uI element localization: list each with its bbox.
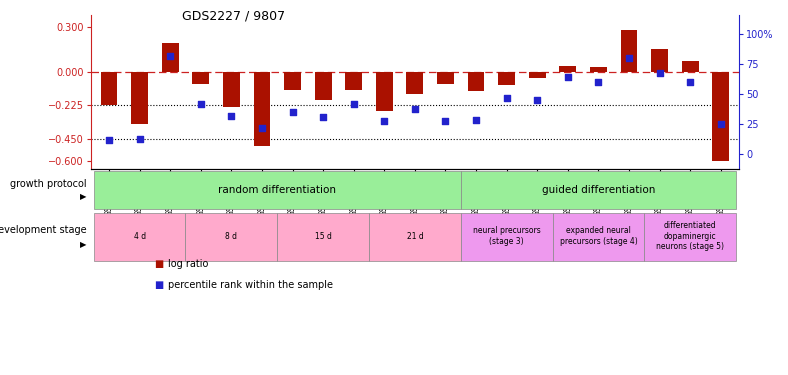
Bar <box>682 61 699 72</box>
Bar <box>131 72 148 124</box>
Bar <box>498 72 515 85</box>
Text: GDS2227 / 9807: GDS2227 / 9807 <box>182 9 284 22</box>
Point <box>408 106 421 112</box>
Bar <box>461 213 552 261</box>
Bar <box>559 66 576 72</box>
Bar <box>94 171 461 209</box>
Bar <box>461 171 736 209</box>
Bar <box>407 72 423 94</box>
Bar <box>254 72 270 146</box>
Bar <box>101 72 117 105</box>
Bar <box>552 213 645 261</box>
Point <box>164 53 177 59</box>
Text: neural precursors
(stage 3): neural precursors (stage 3) <box>473 226 541 246</box>
Bar <box>94 213 185 261</box>
Bar <box>467 72 485 91</box>
Point <box>684 79 697 85</box>
Bar <box>651 50 668 72</box>
Point <box>592 79 604 85</box>
Text: ■: ■ <box>154 260 163 269</box>
Bar <box>369 213 461 261</box>
Point <box>255 125 268 131</box>
Bar <box>376 72 392 111</box>
Point <box>439 118 452 124</box>
Bar <box>345 72 362 90</box>
Text: log ratio: log ratio <box>168 260 208 269</box>
Text: ■: ■ <box>154 280 163 290</box>
Text: expanded neural
precursors (stage 4): expanded neural precursors (stage 4) <box>559 226 637 246</box>
Point <box>286 109 299 115</box>
Bar <box>712 72 729 161</box>
Point <box>348 101 360 107</box>
Bar <box>223 72 240 107</box>
Point <box>715 121 727 127</box>
Point <box>102 137 115 143</box>
Text: 15 d: 15 d <box>314 232 332 241</box>
Text: development stage: development stage <box>0 225 87 235</box>
Point <box>195 101 207 107</box>
Point <box>317 114 329 120</box>
Bar <box>277 213 369 261</box>
Bar <box>284 72 301 90</box>
Bar <box>192 72 209 84</box>
Bar <box>314 72 332 100</box>
Point <box>653 70 666 76</box>
Text: guided differentiation: guided differentiation <box>541 184 655 195</box>
Bar <box>621 30 637 72</box>
Point <box>623 55 635 61</box>
Text: growth protocol: growth protocol <box>10 179 87 189</box>
Text: percentile rank within the sample: percentile rank within the sample <box>168 280 333 290</box>
Text: 21 d: 21 d <box>407 232 423 241</box>
Point <box>470 117 482 123</box>
Point <box>500 95 513 101</box>
Text: random differentiation: random differentiation <box>218 184 336 195</box>
Point <box>225 113 238 119</box>
Bar <box>529 72 545 78</box>
Bar <box>437 72 454 84</box>
Text: 4 d: 4 d <box>133 232 146 241</box>
Point <box>378 118 391 124</box>
Text: differentiated
dopaminergic
neurons (stage 5): differentiated dopaminergic neurons (sta… <box>656 221 724 251</box>
Text: ▶: ▶ <box>80 240 87 249</box>
Bar <box>645 213 736 261</box>
Text: ▶: ▶ <box>80 192 87 201</box>
Point <box>133 136 146 142</box>
Text: 8 d: 8 d <box>225 232 237 241</box>
Bar <box>590 67 607 72</box>
Point <box>562 75 574 81</box>
Bar <box>185 213 277 261</box>
Bar <box>162 44 179 72</box>
Point <box>531 97 544 103</box>
